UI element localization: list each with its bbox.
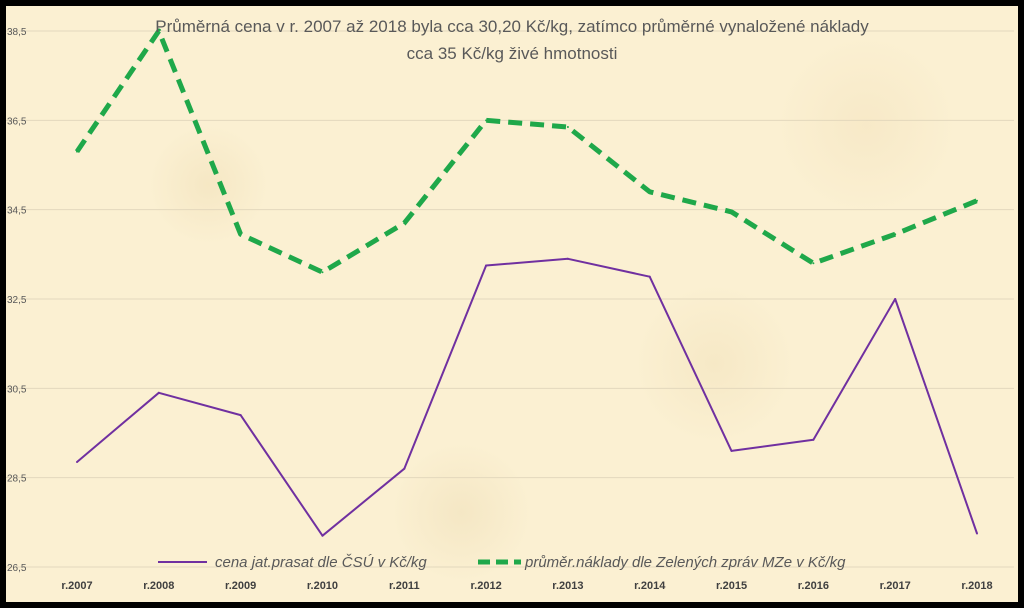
x-tick-label: r.2018 — [961, 580, 992, 592]
x-tick-label: r.2013 — [552, 580, 583, 592]
data-point — [485, 119, 488, 122]
x-tick-label: r.2011 — [389, 580, 420, 592]
data-point — [157, 391, 160, 394]
gridlines — [6, 30, 1014, 568]
y-axis-ticks: 26,5 28,5 30,5 32,5 34,5 36,5 38,5 — [7, 27, 27, 574]
data-point — [239, 414, 242, 417]
x-tick-label: r.2009 — [225, 580, 256, 592]
data-point — [157, 30, 160, 32]
x-tick-label: r.2016 — [798, 580, 829, 592]
series-line-price — [76, 257, 978, 537]
data-point — [648, 190, 651, 193]
data-point — [976, 199, 978, 202]
legend-label-price: cena jat.prasat dle ČSÚ v Kč/kg — [215, 554, 427, 571]
data-point — [403, 467, 406, 470]
y-tick-label: 38,5 — [7, 27, 27, 38]
x-tick-label: r.2008 — [143, 580, 174, 592]
x-tick-label: r.2015 — [716, 580, 747, 592]
x-axis-ticks: r.2007 r.2008 r.2009 r.2010 r.2011 r.2012 r.20… — [61, 580, 992, 592]
x-tick-label: r.2010 — [307, 580, 338, 592]
data-point — [566, 257, 569, 260]
data-point — [894, 298, 897, 300]
series-line-costs — [74, 28, 978, 275]
y-tick-label: 36,5 — [7, 116, 27, 127]
data-point — [566, 126, 569, 129]
chart-title-line-1: Průměrná cena v r. 2007 až 2018 byla cca… — [155, 17, 869, 36]
data-point — [648, 275, 651, 278]
data-point — [812, 262, 815, 265]
series-lines — [74, 28, 978, 537]
data-point — [76, 461, 78, 464]
y-tick-label: 26,5 — [7, 563, 27, 574]
y-tick-label: 28,5 — [7, 474, 27, 485]
data-point — [321, 534, 324, 537]
x-tick-label: r.2007 — [61, 580, 92, 592]
data-point — [239, 233, 242, 236]
data-point — [730, 210, 733, 213]
x-tick-label: r.2012 — [470, 580, 501, 592]
data-point — [403, 222, 406, 225]
x-tick-label: r.2017 — [880, 580, 911, 592]
y-tick-label: 32,5 — [7, 295, 27, 306]
x-tick-label: r.2014 — [634, 580, 666, 592]
data-point — [976, 532, 978, 535]
data-point — [76, 150, 78, 153]
data-point — [894, 233, 897, 236]
data-point — [812, 438, 815, 441]
y-tick-label: 34,5 — [7, 206, 27, 217]
data-point — [485, 264, 488, 267]
legend-label-costs: průměr.náklady dle Zelených zpráv MZe v … — [524, 554, 846, 571]
y-tick-label: 30,5 — [7, 384, 27, 395]
data-point — [730, 449, 733, 452]
chart-title-line-2: cca 35 Kč/kg živé hmotnosti — [407, 44, 618, 63]
chart-background — [6, 6, 1018, 602]
data-point — [321, 271, 324, 274]
chart-title: Průměrná cena v r. 2007 až 2018 byla cca… — [155, 17, 869, 63]
legend: cena jat.prasat dle ČSÚ v Kč/kg průměr.n… — [158, 554, 846, 571]
